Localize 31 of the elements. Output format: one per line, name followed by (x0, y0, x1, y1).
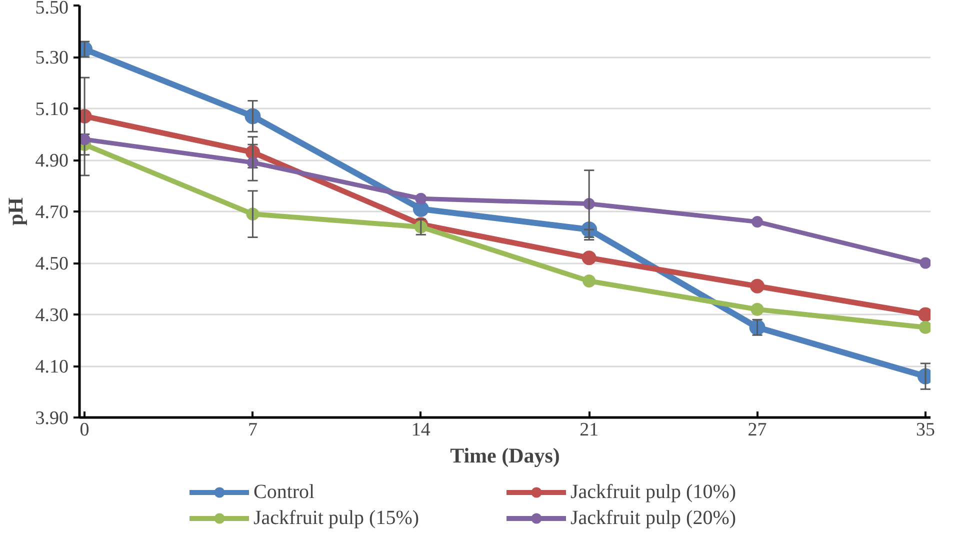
point (412, 200, 429, 217)
x-tick-label: 27 (748, 420, 767, 440)
x-tick-label: 14 (411, 420, 431, 440)
x-tick-label: 35 (916, 420, 935, 440)
legend-label: Jackfruit pulp (15%) (254, 506, 420, 530)
y-tick-label: 4.30 (35, 305, 68, 326)
x-tick-label: 7 (248, 420, 258, 440)
x-axis-title: Time (Days) (450, 444, 560, 468)
point (80, 134, 90, 146)
point (750, 278, 765, 294)
point (750, 302, 764, 316)
y-tick-label: 5.10 (35, 99, 68, 120)
y-tick-label: 5.30 (35, 48, 68, 68)
point (415, 192, 427, 204)
y-tick-label: 3.90 (35, 408, 68, 429)
x-tick-label: 21 (580, 420, 599, 440)
legend-label: Jackfruit pulp (10%) (570, 480, 738, 504)
legend-label: Control (254, 480, 316, 504)
point (752, 216, 764, 228)
y-tick-label: 4.10 (35, 356, 68, 378)
x-tick-label: 0 (80, 420, 90, 440)
point (582, 250, 596, 266)
point (918, 320, 930, 334)
y-tick-label: 5.50 (35, 0, 68, 18)
y-tick-label: 4.50 (35, 254, 68, 274)
y-tick-label: 4.90 (35, 150, 68, 172)
point (920, 257, 930, 269)
legend-label: Jackfruit pulp (20%) (570, 506, 738, 530)
y-tick-label: 4.70 (35, 202, 68, 223)
y-axis-title: pH (3, 197, 28, 226)
point (582, 274, 596, 288)
